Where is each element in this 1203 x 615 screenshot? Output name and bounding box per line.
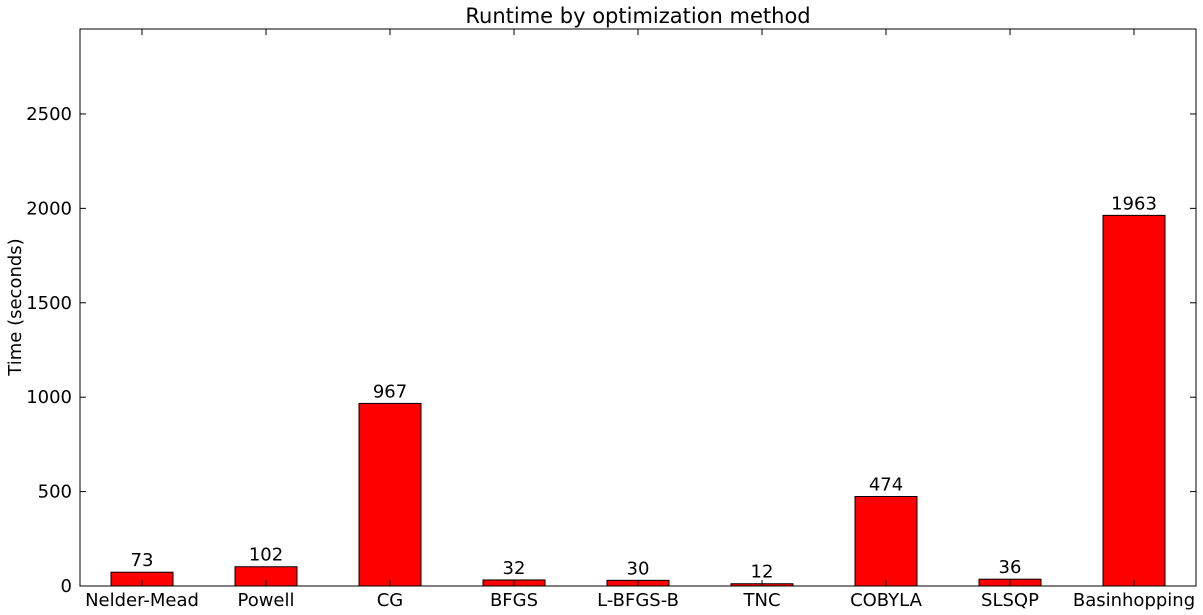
chart-title: Runtime by optimization method: [465, 4, 810, 28]
x-tick-label: SLSQP: [981, 590, 1039, 611]
y-tick-label: 1000: [26, 387, 72, 408]
plot-area: 0 500 1000 1500 2000 2500 Nelder-Mead 73 Powell 1…: [26, 29, 1196, 611]
x-tick-label: TNC: [742, 590, 780, 611]
bar: [854, 496, 918, 587]
bar-value-label: 73: [131, 550, 154, 571]
y-tick-label: 1500: [26, 293, 72, 314]
bar-value-label: 12: [751, 562, 774, 583]
y-tick-label: 0: [61, 576, 72, 597]
bar-value-label: 967: [373, 381, 407, 402]
bar-value-label: 36: [999, 557, 1022, 578]
bar-value-label: 30: [627, 558, 650, 579]
bar: [1102, 214, 1166, 587]
y-tick-label: 2500: [26, 104, 72, 125]
x-tick-label: Basinhopping: [1073, 590, 1195, 611]
bar-value-label: 32: [503, 558, 526, 579]
plot-frame: [79, 28, 1197, 587]
x-tick-label: CG: [377, 590, 404, 611]
y-tick-label: 2000: [26, 198, 72, 219]
y-axis-label: Time (seconds): [5, 238, 26, 376]
x-tick-label: BFGS: [490, 590, 538, 611]
x-tick-label: L-BFGS-B: [597, 590, 679, 611]
bar-value-label: 1963: [1111, 193, 1157, 214]
bar-value-label: 474: [869, 475, 903, 496]
x-tick-label: Nelder-Mead: [85, 590, 199, 611]
y-tick-label: 500: [38, 482, 72, 503]
x-tick-label: COBYLA: [850, 590, 923, 611]
bar: [358, 402, 422, 587]
bar-value-label: 102: [249, 545, 283, 566]
x-tick-label: Powell: [237, 590, 294, 611]
